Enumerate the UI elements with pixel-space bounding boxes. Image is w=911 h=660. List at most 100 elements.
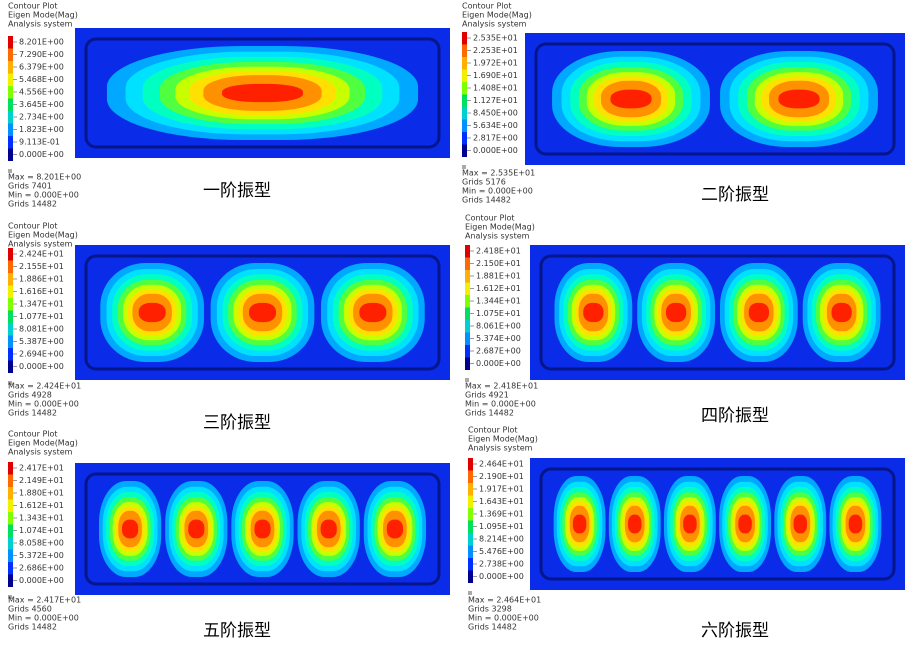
legend-swatch — [8, 474, 13, 487]
legend-label: 9.113E-01 — [19, 138, 60, 147]
legend-label: 2.687E+00 — [476, 347, 521, 356]
mode-caption: 三阶振型 — [203, 413, 271, 432]
legend-swatch — [465, 345, 470, 358]
legend-label: 2.734E+00 — [19, 113, 64, 122]
plot-footer: Grids 4928 — [8, 391, 52, 400]
legend-label: 2.155E+01 — [19, 262, 64, 271]
plot-header: Contour Plot — [8, 430, 58, 439]
legend-label: 1.972E+01 — [473, 59, 518, 68]
legend-swatch — [465, 357, 470, 370]
legend-swatch — [8, 462, 13, 475]
legend-swatch — [8, 285, 13, 298]
legend-label: 1.077E+01 — [19, 312, 64, 321]
plate-border — [84, 254, 441, 371]
legend-swatch — [468, 545, 473, 558]
legend-swatch — [8, 98, 13, 111]
legend-label: 2.738E+00 — [479, 560, 524, 569]
legend-label: 1.880E+01 — [19, 489, 64, 498]
plot-header: Eigen Mode(Mag) — [8, 11, 78, 20]
legend-label: 1.369E+01 — [479, 510, 524, 519]
legend-swatch — [8, 537, 13, 550]
plot-header: Contour Plot — [462, 2, 512, 11]
mode-contour — [683, 514, 697, 534]
legend-swatch — [462, 107, 467, 120]
legend-swatch — [8, 273, 13, 286]
plot-footer: Grids 7401 — [8, 182, 52, 191]
legend-swatch — [8, 260, 13, 273]
mode-contour — [583, 302, 604, 323]
plot-header: Contour Plot — [8, 222, 58, 231]
plot-footer: Min = 0.000E+00 — [8, 614, 79, 623]
legend-swatch — [468, 558, 473, 571]
legend-label: 8.214E+00 — [479, 535, 524, 544]
plot-header: Analysis system — [468, 444, 533, 453]
mode-contour — [386, 519, 403, 539]
legend-label: 1.823E+00 — [19, 125, 64, 134]
legend-swatch — [465, 295, 470, 308]
legend-swatch — [8, 123, 13, 136]
mode-contour — [848, 514, 863, 534]
mode-contour — [359, 302, 387, 323]
mode-contour — [831, 302, 852, 323]
legend-label: 7.290E+00 — [19, 50, 64, 59]
plot-footer: Grids 14482 — [8, 200, 57, 209]
plot-footer: Grids 4560 — [8, 605, 52, 614]
legend-swatch — [468, 520, 473, 533]
legend-swatch — [8, 549, 13, 562]
legend-swatch — [465, 270, 470, 283]
plot-footer: Grids 4921 — [465, 391, 509, 400]
legend-label: 0.000E+00 — [479, 572, 524, 581]
legend-swatch — [462, 57, 467, 70]
mode-contour — [748, 302, 769, 323]
mode-contour — [188, 519, 205, 539]
plate-border — [534, 42, 896, 156]
legend-label: 1.074E+01 — [19, 526, 64, 535]
plot-footer: Grids 5176 — [462, 178, 506, 187]
legend-swatch — [8, 348, 13, 361]
legend-label: 1.344E+01 — [476, 297, 521, 306]
legend-label: 2.190E+01 — [479, 472, 524, 481]
plot-header: Contour Plot — [8, 2, 58, 11]
legend-swatch — [8, 248, 13, 261]
mode-caption: 一阶振型 — [203, 181, 271, 200]
plot-header: Analysis system — [462, 20, 527, 29]
legend-label: 0.000E+00 — [19, 150, 64, 159]
legend-label: 0.000E+00 — [19, 362, 64, 371]
plot-footer: Max = 2.535E+01 — [462, 169, 535, 178]
legend-swatch — [462, 32, 467, 45]
mode-contour — [793, 514, 807, 534]
legend-swatch — [468, 495, 473, 508]
plot-footer: Min = 0.000E+00 — [465, 400, 536, 409]
legend-label: 1.347E+01 — [19, 300, 64, 309]
legend-label: 5.387E+00 — [19, 337, 64, 346]
plot-header: Analysis system — [8, 448, 73, 457]
legend-label: 1.095E+01 — [479, 522, 524, 531]
legend-label: 8.201E+00 — [19, 38, 64, 47]
legend-swatch — [465, 332, 470, 345]
mode-contour — [138, 302, 166, 323]
plot-footer: Max = 8.201E+00 — [8, 173, 81, 182]
legend-label: 0.000E+00 — [473, 146, 518, 155]
plot-header: Eigen Mode(Mag) — [468, 435, 538, 444]
plot-header: Analysis system — [465, 232, 530, 241]
legend-swatch — [8, 512, 13, 525]
legend-label: 1.408E+01 — [473, 84, 518, 93]
legend-marker — [465, 378, 469, 382]
legend-label: 2.694E+00 — [19, 350, 64, 359]
legend-label: 2.535E+01 — [473, 34, 518, 43]
legend-swatch — [462, 94, 467, 107]
legend-swatch — [465, 307, 470, 320]
legend-marker — [8, 595, 12, 599]
mode-caption: 六阶振型 — [701, 621, 769, 640]
plot-footer: Max = 2.417E+01 — [8, 596, 81, 605]
plot-footer: Max = 2.424E+01 — [8, 382, 81, 391]
legend-label: 1.075E+01 — [476, 309, 521, 318]
plot-footer: Min = 0.000E+00 — [468, 614, 539, 623]
legend-swatch — [8, 562, 13, 575]
legend-label: 1.643E+01 — [479, 497, 524, 506]
legend-marker — [468, 591, 472, 595]
legend-label: 2.417E+01 — [19, 464, 64, 473]
